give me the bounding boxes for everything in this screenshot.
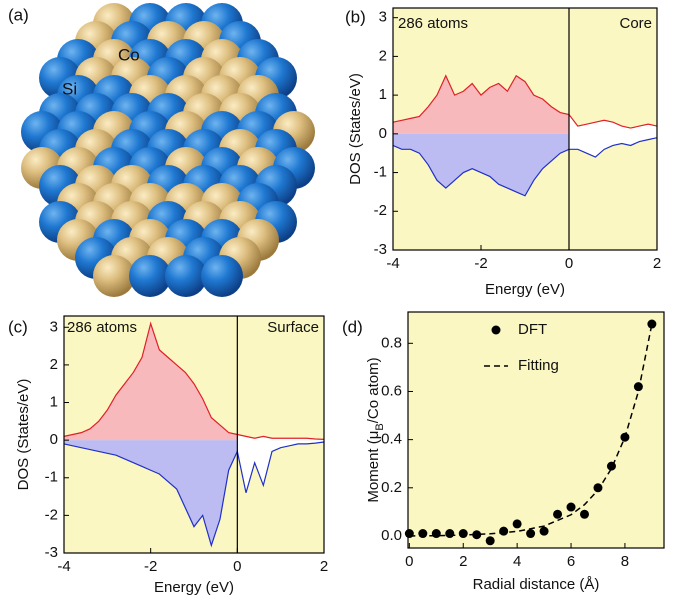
- data-point: [553, 510, 562, 519]
- y-tick-label: 0.4: [381, 431, 402, 448]
- atom: [129, 255, 171, 297]
- y-axis-label-part: Moment (μ: [365, 431, 382, 503]
- y-tick-label: 0.6: [381, 382, 402, 399]
- y-tick-label: 0: [379, 125, 387, 142]
- atom: [93, 255, 135, 297]
- y-tick-label: 0: [50, 431, 58, 448]
- data-point: [445, 529, 454, 538]
- x-tick-label: 2: [459, 553, 467, 570]
- y-axis-label: DOS (States/eV): [347, 73, 364, 185]
- annotation: 286 atoms: [67, 319, 137, 336]
- y-tick-label: -1: [45, 469, 58, 486]
- data-point: [486, 536, 495, 545]
- y-tick-label: 3: [379, 9, 387, 26]
- y-tick-label: -1: [374, 164, 387, 181]
- data-point: [540, 527, 549, 536]
- data-point: [459, 529, 468, 538]
- y-axis-label-part: /Co atom): [365, 357, 382, 423]
- panel-label: (b): [345, 7, 366, 26]
- x-tick-label: 8: [621, 553, 629, 570]
- y-tick-label: 0.0: [381, 527, 402, 544]
- y-axis-label-part: B: [374, 423, 386, 430]
- plot-background: [408, 312, 664, 548]
- y-tick-label: 0.2: [381, 479, 402, 496]
- legend-label: DFT: [518, 321, 547, 338]
- x-tick-label: -2: [474, 255, 487, 272]
- data-point: [567, 503, 576, 512]
- annotation: Core: [619, 15, 652, 32]
- y-tick-label: 2: [50, 356, 58, 373]
- data-point: [418, 529, 427, 538]
- panel-label: (d): [342, 317, 363, 336]
- atom-label: Si: [62, 79, 77, 98]
- x-tick-label: -2: [144, 558, 157, 575]
- data-point: [526, 529, 535, 538]
- legend-label: Fitting: [518, 357, 559, 374]
- x-tick-label: 2: [320, 558, 328, 575]
- x-tick-label: 0: [233, 558, 241, 575]
- x-tick-label: -4: [57, 558, 70, 575]
- annotation: 286 atoms: [398, 15, 468, 32]
- y-tick-label: -2: [45, 506, 58, 523]
- x-axis-label: Radial distance (Å): [473, 576, 600, 593]
- x-tick-label: 0: [405, 553, 413, 570]
- data-point: [432, 529, 441, 538]
- atom: [201, 255, 243, 297]
- panel-label: (a): [8, 5, 29, 24]
- x-tick-label: 2: [653, 255, 661, 272]
- y-axis-label: DOS (States/eV): [15, 379, 32, 491]
- annotation: Surface: [267, 319, 319, 336]
- y-tick-label: 3: [50, 318, 58, 335]
- x-axis-label: Energy (eV): [154, 579, 234, 596]
- y-tick-label: 0.8: [381, 334, 402, 351]
- figure: (a) Co Si 286 atoms Core DOS (States/eV) -4 -2 0…: [0, 0, 673, 599]
- y-tick-label: -3: [374, 241, 387, 258]
- x-tick-label: -4: [386, 255, 399, 272]
- nanoparticle: [21, 3, 315, 297]
- legend-marker: [492, 326, 501, 335]
- y-tick-label: 1: [50, 393, 58, 410]
- panel-label: (c): [8, 317, 28, 336]
- y-tick-label: 1: [379, 86, 387, 103]
- data-point: [580, 510, 589, 519]
- y-tick-label: -3: [45, 544, 58, 561]
- x-tick-label: 4: [513, 553, 521, 570]
- y-tick-label: -2: [374, 202, 387, 219]
- atom-label: Co: [118, 45, 140, 64]
- y-tick-label: 2: [379, 47, 387, 64]
- data-point: [405, 529, 414, 538]
- x-tick-label: 0: [565, 255, 573, 272]
- data-point: [499, 527, 508, 536]
- data-point: [513, 519, 522, 528]
- x-axis-label: Energy (eV): [485, 281, 565, 298]
- atom: [165, 255, 207, 297]
- x-tick-label: 6: [567, 553, 575, 570]
